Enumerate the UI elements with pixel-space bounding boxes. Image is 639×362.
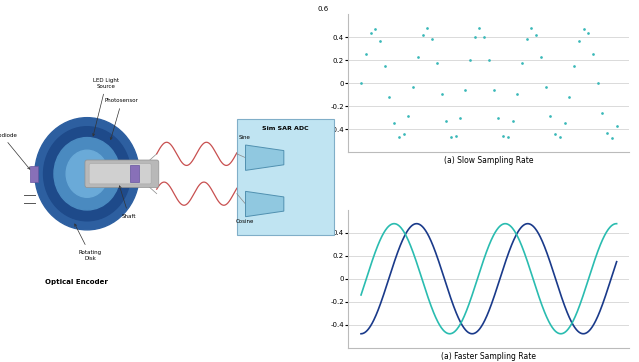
Text: Cosine: Cosine [235,219,254,224]
Point [356,80,366,86]
Text: Sine: Sine [238,135,250,140]
FancyBboxPatch shape [30,166,38,182]
Text: 0.6: 0.6 [318,6,328,12]
Point [360,51,371,57]
Point [555,134,565,140]
Point [574,38,584,44]
Point [417,32,427,38]
Point [470,34,480,40]
Text: Optical Encoder: Optical Encoder [45,279,108,285]
Point [375,38,385,44]
Point [389,121,399,126]
Point [527,25,537,31]
Text: Photodiode: Photodiode [0,132,30,169]
Ellipse shape [35,118,139,230]
Point [384,94,394,100]
Point [597,110,608,116]
Point [583,30,594,36]
Point [465,57,475,63]
Point [422,25,433,31]
Point [512,91,522,97]
X-axis label: (a) Slow Sampling Rate: (a) Slow Sampling Rate [444,156,534,165]
Point [446,134,456,139]
Point [578,26,589,31]
Text: Rotating
Disk: Rotating Disk [75,224,102,261]
Point [484,57,494,63]
Text: Sim SAR ADC: Sim SAR ADC [262,126,309,131]
Point [521,36,532,42]
Point [507,118,518,124]
Point [408,84,418,90]
Point [427,36,437,42]
Point [560,121,570,126]
Point [498,133,508,139]
Point [517,60,527,66]
Point [588,51,598,57]
Ellipse shape [54,138,120,210]
Point [450,133,461,139]
Point [479,34,489,40]
Point [436,91,447,97]
Point [612,123,622,129]
Point [569,63,579,69]
Point [531,32,541,38]
Polygon shape [245,145,284,171]
Point [493,115,504,121]
Text: 0.6: 0.6 [318,201,328,207]
Polygon shape [245,191,284,217]
Point [607,135,617,141]
FancyBboxPatch shape [85,160,159,188]
Point [403,113,413,118]
Point [503,134,513,139]
Text: LED Light
Source: LED Light Source [93,78,119,136]
Point [488,87,498,93]
Point [399,131,409,137]
Point [366,30,376,36]
Point [592,80,603,86]
X-axis label: (a) Faster Sampling Rate: (a) Faster Sampling Rate [442,352,536,361]
Text: Photosensor: Photosensor [105,98,139,140]
Point [380,63,390,69]
Point [413,54,423,60]
FancyBboxPatch shape [130,165,139,182]
Ellipse shape [66,150,108,197]
Point [550,131,560,137]
Point [541,84,551,90]
Point [460,87,470,93]
FancyBboxPatch shape [237,119,334,235]
Point [441,118,451,124]
Point [394,134,404,140]
Point [456,115,466,121]
Point [432,60,442,66]
Point [535,54,546,60]
Ellipse shape [43,127,130,221]
Point [474,25,484,31]
Point [602,130,612,136]
Text: Shaft: Shaft [119,186,136,219]
Point [545,113,555,118]
Point [370,26,380,31]
FancyBboxPatch shape [89,164,151,184]
Point [564,94,574,100]
